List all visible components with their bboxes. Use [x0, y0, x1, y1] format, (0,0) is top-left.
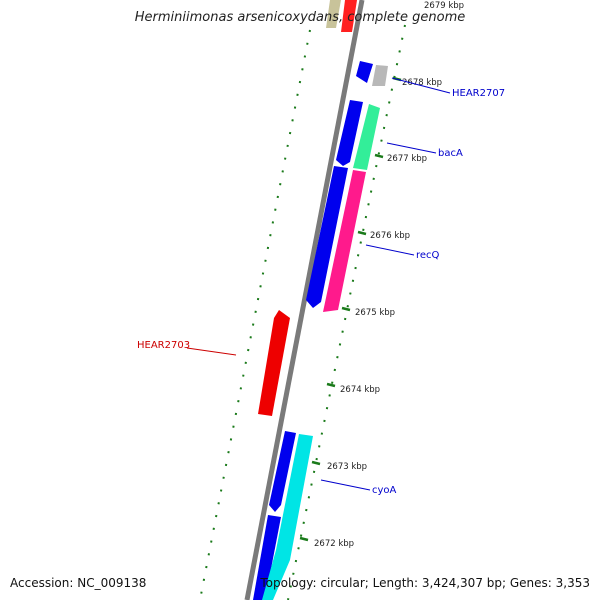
- gene-feature-blue-2: [306, 166, 348, 308]
- leader-line-recq: [365, 244, 415, 256]
- map-title: Herminiimonas arsenicoxydans, complete g…: [134, 10, 466, 25]
- gene-feature-baca: [353, 104, 380, 170]
- tick-label: 2679 kbp: [424, 1, 464, 11]
- gene-feature-hear2703: [258, 310, 290, 416]
- gene-feature-blue-1: [336, 100, 363, 166]
- gene-feature-recq: [323, 170, 366, 312]
- tick-label: 2676 kbp: [370, 231, 410, 241]
- gene-feature-blue-3: [269, 431, 296, 512]
- tick-label: 2678 kbp: [402, 78, 442, 88]
- tick-label: 2674 kbp: [340, 385, 380, 395]
- tick-label: 2672 kbp: [314, 539, 354, 549]
- genome-backbone: [244, 0, 365, 600]
- gene-feature-top-olive: [326, 0, 341, 28]
- accession-label: Accession: NC_009138: [10, 576, 147, 590]
- gene-feature-hear2707-blue: [356, 61, 373, 83]
- gene-feature-hear2707-grey: [372, 65, 388, 86]
- leader-line-hear2703: [186, 347, 237, 356]
- gene-label-baca: bacA: [438, 148, 463, 159]
- leader-line-baca: [386, 142, 437, 154]
- gene-label-hear2707: HEAR2707: [452, 88, 505, 99]
- gene-label-recq: recQ: [416, 250, 440, 261]
- tick-marks: [299, 76, 402, 542]
- tick-label: 2675 kbp: [355, 308, 395, 318]
- gene-feature-blue-4: [253, 515, 281, 600]
- gene-label-hear2703: HEAR2703: [137, 340, 190, 351]
- topology-label: Topology: circular; Length: 3,424,307 bp…: [260, 576, 590, 590]
- gene-feature-top-red: [341, 0, 357, 32]
- gene-label-cyoa: cyoA: [372, 485, 397, 496]
- leader-line-cyoa: [320, 479, 371, 491]
- tick-label: 2673 kbp: [327, 462, 367, 472]
- gene-feature-cyoa: [262, 434, 313, 600]
- leader-line-hear2707: [391, 77, 451, 94]
- tick-label: 2677 kbp: [387, 154, 427, 164]
